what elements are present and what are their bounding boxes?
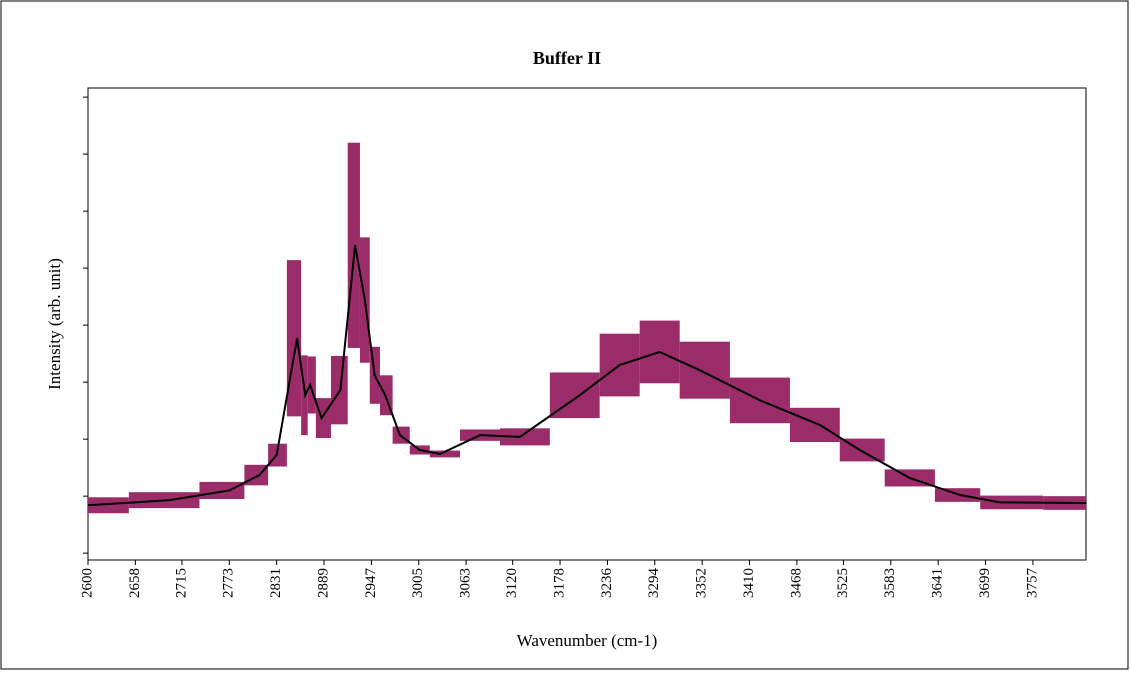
x-tick-label: 3063 [458, 568, 474, 598]
x-tick-label: 3410 [741, 568, 757, 598]
error-band [347, 142, 360, 348]
x-tick-label: 2889 [315, 568, 331, 598]
x-tick-label: 3699 [977, 568, 993, 598]
error-band [88, 497, 129, 514]
x-axis-label: Wavenumber (cm-1) [517, 631, 658, 650]
x-tick-label: 3294 [646, 568, 662, 599]
error-band [286, 260, 302, 417]
x-tick-label: 2947 [363, 568, 379, 599]
x-tick-label: 3757 [1024, 568, 1040, 599]
x-tick-label: 3468 [788, 568, 804, 598]
plot-area [87, 87, 1087, 561]
error-band [315, 398, 331, 439]
error-band [429, 450, 461, 458]
x-tick-label: 3178 [551, 568, 567, 598]
error-band [500, 428, 550, 446]
error-band [789, 407, 840, 442]
x-tick-label: 2773 [221, 568, 237, 598]
mean-line [87, 245, 1087, 507]
x-tick-label: 2715 [173, 568, 189, 598]
error-band [679, 341, 730, 399]
x-tick-label: 3236 [599, 568, 615, 599]
y-axis-label: Intensity (arb. unit) [45, 258, 64, 390]
chart-title: Buffer II [533, 48, 601, 68]
x-tick-label: 2600 [79, 568, 95, 598]
x-tick-label: 3352 [694, 568, 710, 598]
error-band [199, 481, 245, 500]
x-tick-label: 2658 [127, 568, 143, 598]
error-band [307, 356, 316, 414]
x-tick-label: 2831 [268, 568, 284, 598]
x-tick-label: 3641 [930, 568, 946, 598]
x-tick-label: 3583 [882, 568, 898, 598]
x-tick-label: 3005 [410, 568, 426, 598]
x-tick-label: 3120 [504, 568, 520, 598]
x-tick-label: 3525 [835, 568, 851, 598]
